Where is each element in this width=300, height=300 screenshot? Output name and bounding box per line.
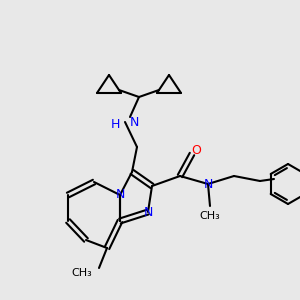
Text: N: N [143, 206, 153, 218]
Text: CH₃: CH₃ [200, 211, 220, 221]
Text: CH₃: CH₃ [71, 268, 92, 278]
Text: N: N [203, 178, 213, 190]
Text: N: N [115, 188, 125, 202]
Text: H: H [111, 118, 120, 131]
Text: N: N [130, 116, 140, 128]
Text: O: O [191, 143, 201, 157]
